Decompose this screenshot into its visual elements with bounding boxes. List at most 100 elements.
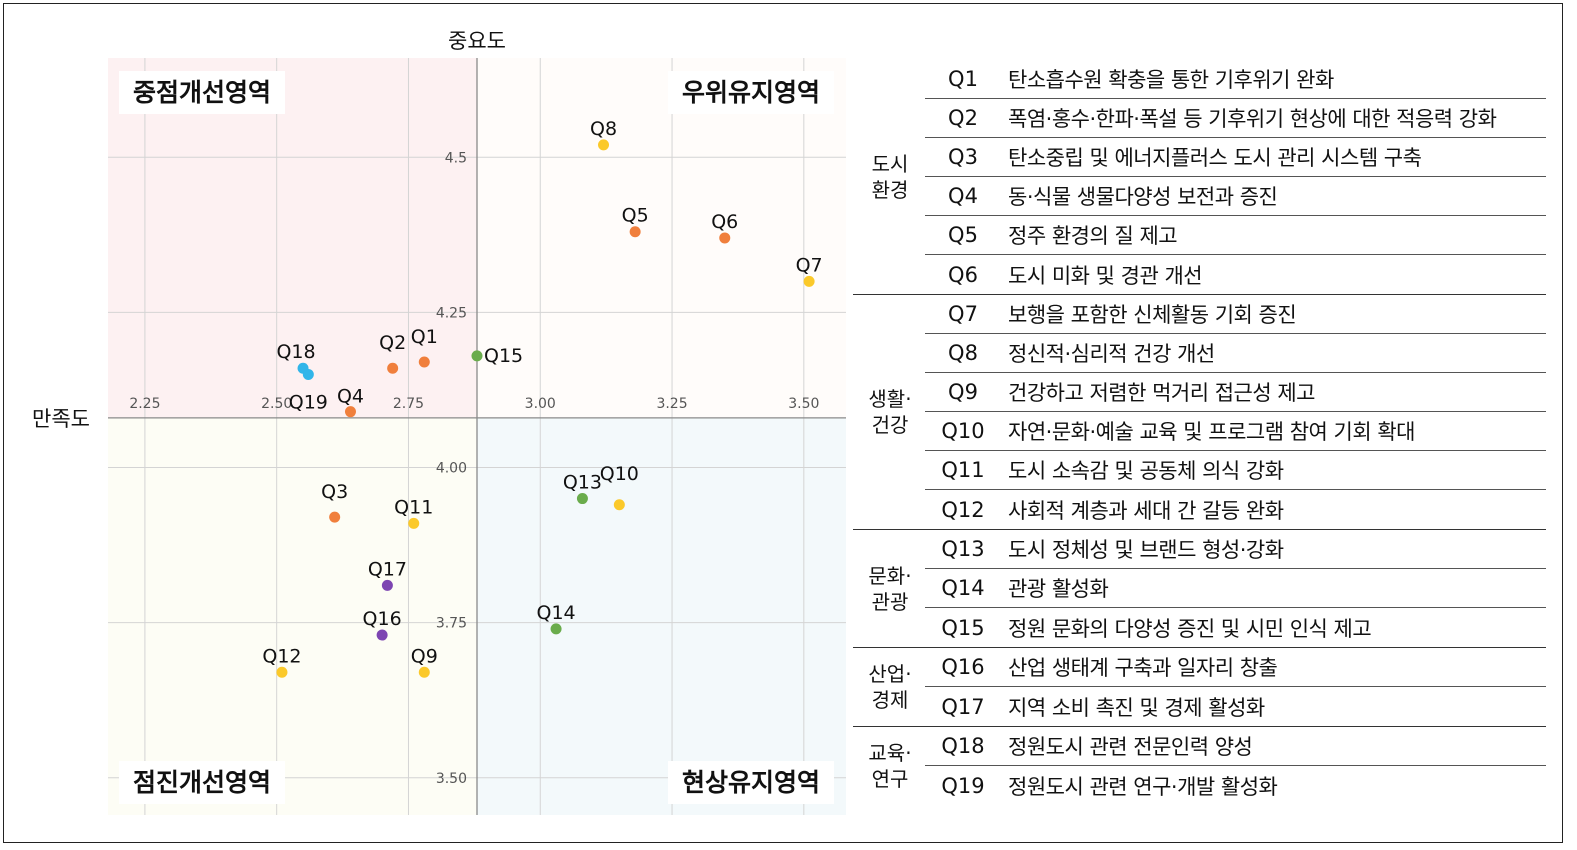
quadrant-label-top-right: 우위유지영역 [682, 78, 820, 107]
table-row: Q7 보행을 포함한 신체활동 기회 증진 [925, 295, 1546, 334]
point-label-q9: Q9 [411, 645, 438, 667]
point-q6 [719, 232, 731, 244]
quadrant-bottom-right [477, 417, 846, 815]
x-tick-label: 2.75 [393, 396, 424, 412]
table-row: Q6 도시 미화 및 경관 개선 [925, 255, 1546, 294]
quadrant-top-right [477, 58, 846, 418]
category-group: 도시 환경 Q1 탄소흡수원 확충을 통한 기후위기 완화 Q2 폭염·홍수·한파·폭설 … [853, 60, 1546, 295]
quadrant-label-bottom-left: 점진개선영역 [133, 768, 271, 797]
y-tick-label: 3.75 [436, 616, 467, 632]
point-q10 [613, 499, 625, 511]
point-label-q5: Q5 [622, 205, 649, 227]
point-label-q15: Q15 [484, 345, 523, 367]
point-label-q2: Q2 [379, 332, 406, 354]
table-row: Q1 탄소흡수원 확충을 통한 기후위기 완화 [925, 60, 1546, 99]
point-label-q1: Q1 [411, 326, 438, 348]
table-row: Q12 사회적 계층과 세대 간 갈등 완화 [925, 490, 1546, 529]
question-id: Q5 [948, 223, 978, 247]
table-row: Q2 폭염·홍수·한파·폭설 등 기후위기 현상에 대한 적응력 강화 [925, 99, 1546, 138]
question-id: Q3 [948, 145, 978, 169]
question-id: Q11 [941, 458, 985, 482]
x-tick-label: 2.50 [261, 396, 292, 412]
question-id: Q8 [948, 341, 978, 365]
question-id: Q13 [941, 537, 985, 561]
point-label-q6: Q6 [711, 211, 738, 233]
question-text: 사회적 계층과 세대 간 갈등 완화 [1008, 498, 1284, 523]
category-label-line: 교육· [868, 741, 912, 765]
table-row: Q15 정원 문화의 다양성 증진 및 시민 인식 제고 [925, 608, 1546, 647]
question-id: Q7 [948, 302, 978, 326]
table-row: Q16 산업 생태계 구축과 일자리 창출 [925, 648, 1546, 687]
question-text: 정주 환경의 질 제고 [1008, 224, 1178, 248]
quadrant-label-top-left-box [119, 71, 286, 114]
quadrant-label-bottom-right-box [667, 761, 834, 804]
question-id: Q18 [941, 734, 985, 758]
question-id: Q12 [941, 497, 985, 522]
question-text: 도시 미화 및 경관 개선 [1008, 263, 1203, 288]
point-label-q12: Q12 [262, 645, 301, 667]
point-q15 [471, 350, 483, 362]
question-text: 탄소중립 및 에너지플러스 도시 관리 시스템 구축 [1008, 146, 1422, 170]
point-label-q7: Q7 [796, 254, 823, 276]
category-label-line: 관광 [871, 589, 909, 614]
point-label-q10: Q10 [600, 463, 639, 485]
category-label: 도시 환경 [853, 60, 925, 294]
point-label-q18: Q18 [276, 341, 315, 363]
table-row: Q14 관광 활성화 [925, 569, 1546, 608]
y-tick-label: 4.25 [436, 305, 467, 321]
category-label-line: 문화· [868, 563, 912, 588]
question-text: 동·식물 생물다양성 보전과 증진 [1008, 185, 1278, 209]
category-label-line: 도시 [871, 152, 909, 176]
table-row: Q11 도시 소속감 및 공동체 의식 강화 [925, 451, 1546, 490]
point-q1 [418, 356, 430, 368]
point-q19 [302, 368, 314, 380]
category-label-line: 환경 [871, 178, 909, 202]
quadrant-top-left [108, 58, 477, 418]
category-group: 산업· 경제 Q16 산업 생태계 구축과 일자리 창출 Q17 지역 소비 촉진 및 경… [853, 648, 1546, 727]
table-row: Q5 정주 환경의 질 제고 [925, 216, 1546, 255]
point-label-q4: Q4 [337, 386, 364, 408]
x-tick-label: 3.50 [788, 396, 819, 412]
table-row: Q13 도시 정체성 및 브랜드 형성·강화 [925, 530, 1546, 569]
question-text: 관광 활성화 [1008, 577, 1109, 601]
quadrant-label-bottom-left-box [119, 761, 286, 804]
question-legend-table: 도시 환경 Q1 탄소흡수원 확충을 통한 기후위기 완화 Q2 폭염·홍수·한파·폭설 … [853, 60, 1546, 805]
question-text: 보행을 포함한 신체활동 기회 증진 [1008, 303, 1297, 327]
quadrant-label-top-right-box [667, 71, 834, 114]
table-row: Q18 정원도시 관련 전문인력 양성 [925, 727, 1546, 766]
question-text: 정원도시 관련 연구·개발 활성화 [1008, 774, 1278, 799]
point-q14 [550, 623, 562, 635]
point-label-q8: Q8 [590, 118, 617, 140]
y-tick-label: 4.5 [445, 150, 467, 166]
point-q2 [387, 362, 399, 374]
x-axis-title: 만족도 [32, 407, 90, 431]
question-id: Q1 [948, 67, 978, 91]
category-label: 교육· 연구 [853, 727, 925, 805]
question-id: Q17 [941, 694, 985, 719]
point-q7 [803, 275, 815, 287]
point-q3 [329, 511, 341, 523]
y-tick-label: 3.50 [436, 771, 467, 787]
point-q9 [418, 666, 430, 678]
question-id: Q10 [941, 419, 985, 443]
category-label-line: 연구 [871, 767, 909, 791]
question-text: 정신적·심리적 건강 개선 [1008, 342, 1215, 366]
table-row: Q9 건강하고 저렴한 먹거리 접근성 제고 [925, 373, 1546, 412]
quadrant-bottom-left [108, 417, 477, 815]
point-q12 [276, 666, 288, 678]
table-row: Q4 동·식물 생물다양성 보전과 증진 [925, 177, 1546, 216]
question-id: Q4 [948, 184, 978, 208]
category-group: 교육· 연구 Q18 정원도시 관련 전문인력 양성 Q19 정원도시 관련 연구·개발 … [853, 727, 1546, 805]
question-id: Q19 [941, 773, 985, 798]
question-text: 폭염·홍수·한파·폭설 등 기후위기 현상에 대한 적응력 강화 [1008, 107, 1497, 131]
question-id: Q15 [941, 615, 985, 640]
x-tick-label: 3.00 [525, 396, 556, 412]
category-label-line: 건강 [871, 413, 909, 437]
question-text: 자연·문화·예술 교육 및 프로그램 참여 기회 확대 [1008, 420, 1415, 444]
figure-frame [3, 3, 1563, 843]
table-row: Q8 정신적·심리적 건강 개선 [925, 334, 1546, 373]
table-row: Q10 자연·문화·예술 교육 및 프로그램 참여 기회 확대 [925, 412, 1546, 451]
y-tick-label: 4.00 [436, 461, 467, 477]
question-text: 도시 소속감 및 공동체 의식 강화 [1008, 459, 1284, 483]
y-axis-title: 중요도 [448, 29, 506, 53]
